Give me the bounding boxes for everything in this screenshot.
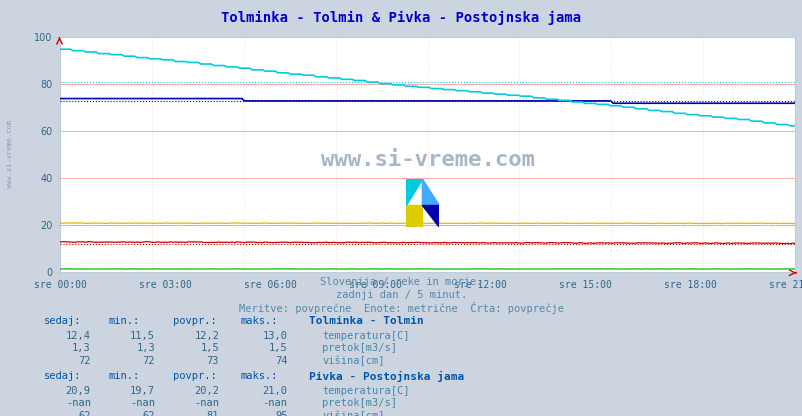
Text: -nan: -nan: [194, 398, 219, 408]
Text: 13,0: 13,0: [262, 331, 287, 341]
Polygon shape: [422, 205, 439, 227]
Text: 72: 72: [78, 356, 91, 366]
Text: 62: 62: [142, 411, 155, 416]
Text: 21,0: 21,0: [262, 386, 287, 396]
Text: 72: 72: [142, 356, 155, 366]
Text: 20,2: 20,2: [194, 386, 219, 396]
Text: 11,5: 11,5: [130, 331, 155, 341]
Text: višina[cm]: višina[cm]: [322, 411, 384, 416]
Text: www.si-vreme.com: www.si-vreme.com: [320, 150, 534, 170]
Text: 81: 81: [206, 411, 219, 416]
Text: temperatura[C]: temperatura[C]: [322, 331, 409, 341]
Text: 1,3: 1,3: [72, 343, 91, 353]
Text: min.:: min.:: [108, 316, 140, 326]
Polygon shape: [422, 179, 439, 205]
Text: -nan: -nan: [66, 398, 91, 408]
Text: 19,7: 19,7: [130, 386, 155, 396]
Text: pretok[m3/s]: pretok[m3/s]: [322, 343, 396, 353]
Text: 12,4: 12,4: [66, 331, 91, 341]
Text: višina[cm]: višina[cm]: [322, 356, 384, 366]
Text: sedaj:: sedaj:: [44, 316, 82, 326]
Text: pretok[m3/s]: pretok[m3/s]: [322, 398, 396, 408]
Text: www.si-vreme.com: www.si-vreme.com: [7, 120, 14, 188]
Text: 62: 62: [78, 411, 91, 416]
Text: Tolminka - Tolmin: Tolminka - Tolmin: [309, 316, 423, 326]
Text: 95: 95: [274, 411, 287, 416]
Text: 1,3: 1,3: [136, 343, 155, 353]
Text: 1,5: 1,5: [200, 343, 219, 353]
Text: zadnji dan / 5 minut.: zadnji dan / 5 minut.: [335, 290, 467, 300]
Text: maks.:: maks.:: [241, 316, 278, 326]
Text: povpr.:: povpr.:: [172, 371, 216, 381]
Text: maks.:: maks.:: [241, 371, 278, 381]
Polygon shape: [405, 179, 422, 205]
Text: povpr.:: povpr.:: [172, 316, 216, 326]
Bar: [405, 205, 422, 227]
Text: 73: 73: [206, 356, 219, 366]
Text: 74: 74: [274, 356, 287, 366]
Text: Slovenija / reke in morje.: Slovenija / reke in morje.: [320, 277, 482, 287]
Text: min.:: min.:: [108, 371, 140, 381]
Text: -nan: -nan: [262, 398, 287, 408]
Text: temperatura[C]: temperatura[C]: [322, 386, 409, 396]
Text: 20,9: 20,9: [66, 386, 91, 396]
Text: 12,2: 12,2: [194, 331, 219, 341]
Text: 1,5: 1,5: [269, 343, 287, 353]
Text: Pivka - Postojnska jama: Pivka - Postojnska jama: [309, 371, 464, 382]
Text: sedaj:: sedaj:: [44, 371, 82, 381]
Text: Meritve: povprečne  Enote: metrične  Črta: povprečje: Meritve: povprečne Enote: metrične Črta:…: [239, 302, 563, 314]
Text: Tolminka - Tolmin & Pivka - Postojnska jama: Tolminka - Tolmin & Pivka - Postojnska j…: [221, 10, 581, 25]
Text: -nan: -nan: [130, 398, 155, 408]
